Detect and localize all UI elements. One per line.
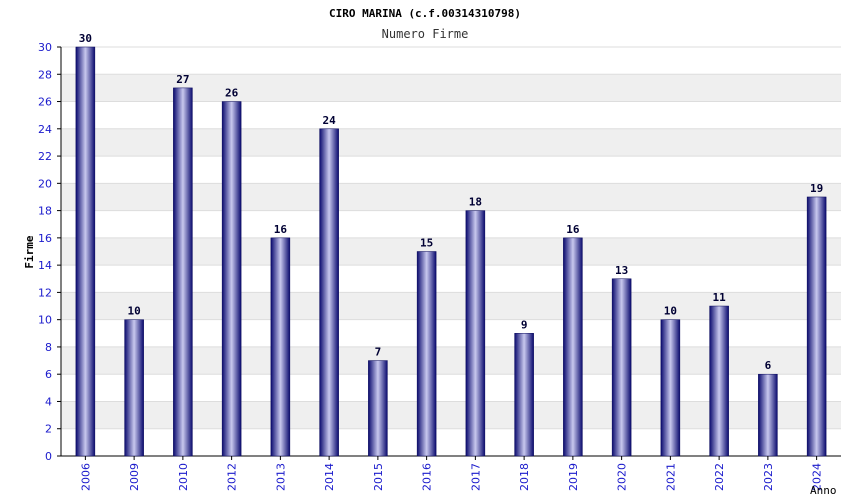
y-tick-label: 6 <box>45 368 52 381</box>
y-tick-label: 2 <box>45 423 52 436</box>
bar-2017 <box>465 210 486 457</box>
y-tick-label: 24 <box>38 123 52 136</box>
y-tick-label: 26 <box>38 96 52 109</box>
x-tick-label-2010: 2010 <box>177 463 190 491</box>
x-tick-label-2006: 2006 <box>79 463 92 491</box>
data-labels: 30 10 27 26 16 24 7 15 18 9 16 13 10 11 6 19 <box>79 32 824 372</box>
data-label-2022: 11 <box>713 291 727 304</box>
data-label-2013: 16 <box>274 223 288 236</box>
y-tick-label: 22 <box>38 150 52 163</box>
y-tick-label: 12 <box>38 286 52 299</box>
y-tick-label: 30 <box>38 41 52 54</box>
y-tick-label: 10 <box>38 314 52 327</box>
y-tick-label: 8 <box>45 341 52 354</box>
y-tick-label: 18 <box>38 205 52 218</box>
data-label-2014: 24 <box>323 114 337 127</box>
chart-subtitle: Numero Firme <box>382 27 469 41</box>
x-tick-label-2017: 2017 <box>469 463 482 491</box>
data-label-2021: 10 <box>664 305 677 318</box>
x-ticks: 2006 2009 2010 2012 2013 2014 2015 2016 2017 2018… <box>79 456 824 491</box>
bar-2015 <box>368 360 388 457</box>
bar-2012 <box>221 101 242 457</box>
bar-2013 <box>270 237 291 457</box>
bars <box>75 46 827 457</box>
data-label-2012: 26 <box>225 87 239 100</box>
data-label-2020: 13 <box>615 264 628 277</box>
bar-2021 <box>660 319 681 457</box>
x-tick-label-2023: 2023 <box>762 463 775 491</box>
x-axis-label: Anno <box>810 484 837 497</box>
bar-2014 <box>319 128 339 457</box>
data-label-2017: 18 <box>469 196 482 209</box>
y-tick-label: 0 <box>45 450 52 463</box>
x-tick-label-2009: 2009 <box>128 463 141 491</box>
x-tick-label-2018: 2018 <box>518 463 531 491</box>
bar-2024 <box>806 196 827 457</box>
data-label-2016: 15 <box>420 237 433 250</box>
x-tick-label-2024: 2024 <box>811 463 824 491</box>
data-label-2009: 10 <box>128 305 141 318</box>
data-label-2023: 6 <box>765 359 772 372</box>
x-tick-label-2019: 2019 <box>567 463 580 491</box>
data-label-2015: 7 <box>375 346 382 359</box>
y-tick-label: 4 <box>45 395 52 408</box>
x-tick-label-2022: 2022 <box>713 463 726 491</box>
x-tick-label-2020: 2020 <box>616 463 629 491</box>
x-tick-label-2014: 2014 <box>323 463 336 491</box>
data-label-2019: 16 <box>566 223 580 236</box>
x-tick-label-2021: 2021 <box>664 463 677 491</box>
data-label-2018: 9 <box>521 318 528 331</box>
x-tick-label-2013: 2013 <box>274 463 287 491</box>
data-label-2010: 27 <box>176 73 189 86</box>
bar-2016 <box>416 251 437 457</box>
chart-title: CIRO MARINA (c.f.00314310798) <box>329 7 521 20</box>
x-tick-label-2016: 2016 <box>421 463 434 491</box>
y-axis-label: Firme <box>23 235 36 268</box>
y-tick-label: 28 <box>38 68 52 81</box>
bar-2019 <box>563 237 583 457</box>
x-tick-label-2012: 2012 <box>226 463 239 491</box>
data-label-2006: 30 <box>79 32 92 45</box>
data-label-2024: 19 <box>810 182 823 195</box>
bar-2020 <box>611 278 632 457</box>
bar-2010 <box>173 87 193 457</box>
bar-2022 <box>709 305 729 457</box>
y-tick-label: 16 <box>38 232 52 245</box>
y-tick-label: 20 <box>38 177 52 190</box>
bar-2018 <box>514 333 534 457</box>
bar-2006 <box>75 46 96 457</box>
bar-2009 <box>124 319 144 457</box>
y-tick-label: 14 <box>38 259 52 272</box>
bar-2023 <box>758 373 778 457</box>
x-tick-label-2015: 2015 <box>372 463 385 491</box>
